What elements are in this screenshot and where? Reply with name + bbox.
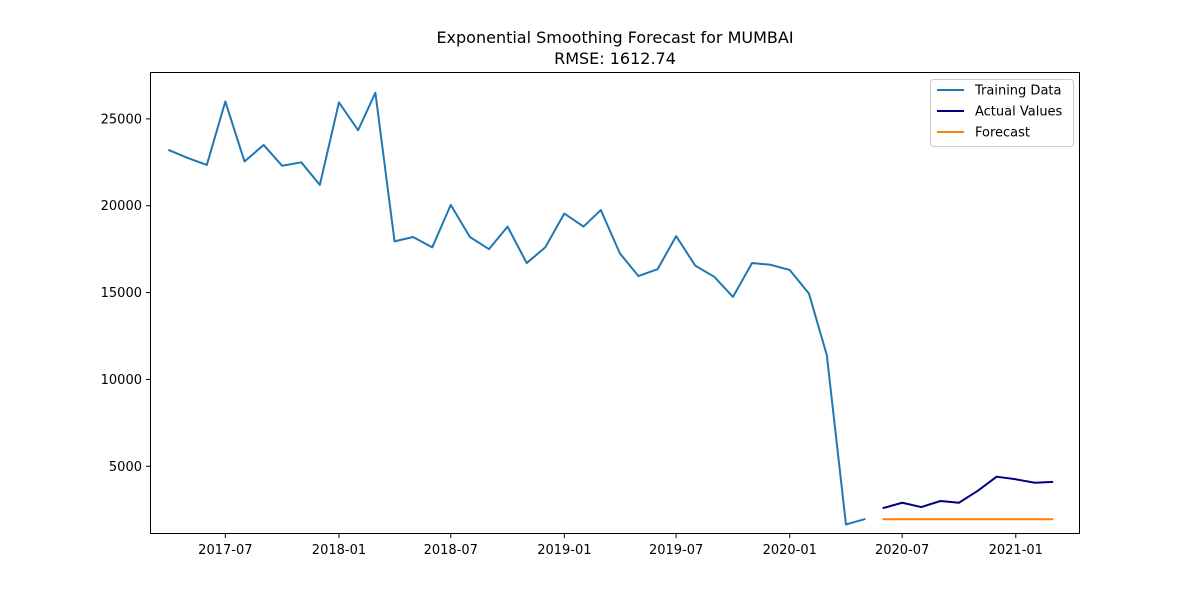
plot-area (150, 72, 1080, 534)
x-tick-label: 2020-07 (875, 543, 929, 558)
chart-title: Exponential Smoothing Forecast for MUMBA… (436, 28, 793, 47)
legend-label-forecast: Forecast (975, 126, 1030, 141)
x-axis: 2017-07 2018-01 2018-07 2019-01 2019-07 2020-… (198, 534, 1043, 558)
axes-frame (150, 72, 1080, 534)
chart-subtitle: RMSE: 1612.74 (554, 49, 676, 68)
legend-items: Training Data Actual Values Forecast (937, 84, 1063, 141)
legend: Training Data Actual Values Forecast (930, 79, 1074, 147)
series-line-training-data (167, 91, 866, 526)
x-tick-label: 2018-01 (312, 543, 366, 558)
series-layer (167, 91, 1054, 526)
x-tick-label: 2017-07 (198, 543, 252, 558)
x-tick-label: 2019-07 (649, 543, 703, 558)
y-tick-label: 25000 (101, 112, 142, 127)
y-tick-label: 10000 (101, 373, 142, 388)
x-tick-label: 2019-01 (537, 543, 591, 558)
y-tick-label: 20000 (101, 199, 142, 214)
legend-label-actual-values: Actual Values (975, 105, 1063, 120)
y-tick-label: 15000 (101, 286, 142, 301)
legend-box (930, 79, 1074, 147)
x-tick-label: 2018-07 (424, 543, 478, 558)
legend-label-training-data: Training Data (974, 84, 1061, 99)
y-tick-label: 5000 (109, 460, 142, 475)
series-line-actual-values (882, 475, 1054, 510)
x-tick-label: 2020-01 (763, 543, 817, 558)
x-tick-label: 2021-01 (989, 543, 1043, 558)
y-axis: 5000 10000 15000 20000 25000 (101, 112, 150, 475)
